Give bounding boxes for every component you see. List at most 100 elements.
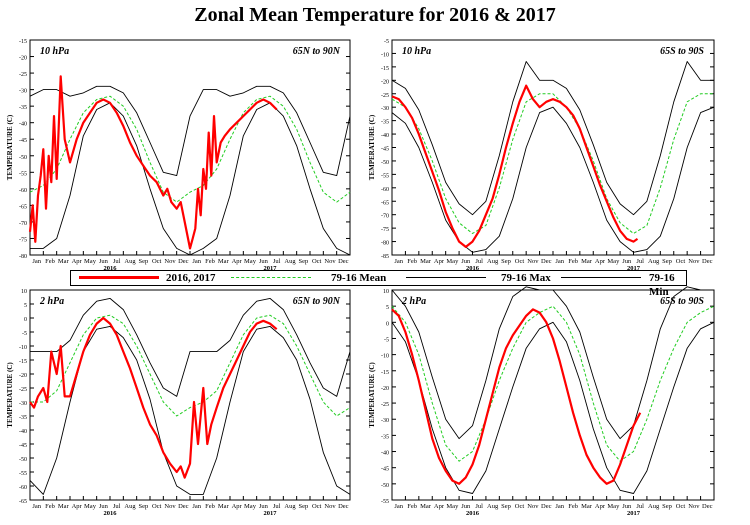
br-xtick-label: Jul [475, 503, 483, 510]
legend-swatch-mean [231, 277, 311, 278]
tr-region-label: 65S to 90S [660, 46, 704, 57]
tl-xtick-label: Aug [284, 258, 296, 265]
tr-xtick-label: Jun [461, 258, 471, 265]
tl-xtick-label: Sep [298, 258, 308, 265]
tr-xtick-label: Nov [527, 258, 539, 265]
bl-xtick-label: Jan [192, 503, 201, 510]
tl-ytick-label: -20 [19, 56, 27, 62]
tr-series-79-16-max [391, 61, 714, 216]
bl-ytick-label: 5 [24, 303, 27, 309]
br-ytick-label: 0 [386, 321, 389, 327]
tr-xtick-label: Feb [568, 258, 578, 265]
tl-year-label: 2016 [104, 265, 118, 272]
tr-ytick-label: -10 [381, 52, 389, 58]
bl-ytick-label: -65 [19, 499, 27, 505]
tr-xtick-label: Jul [475, 258, 483, 265]
br-ytick-label: -25 [381, 402, 389, 408]
tl-xtick-label: Nov [164, 258, 176, 265]
bl-xtick-label: May [84, 503, 97, 510]
br-ytick-label: -5 [384, 337, 389, 343]
tr-xtick-label: Apr [595, 258, 606, 265]
br-year-label: 2016 [466, 510, 480, 517]
tr-plot-frame [391, 39, 715, 256]
tr-series-79-16-mean [391, 93, 714, 234]
br-series-79-16-max [391, 286, 714, 440]
tr-ytick-label: -80 [381, 241, 389, 247]
bl-xtick-label: Sep [298, 503, 308, 510]
br-plot-frame [391, 289, 715, 501]
tl-year-label: 2017 [264, 265, 278, 272]
br-xtick-label: Oct [515, 503, 525, 510]
br-xtick-label: May [446, 503, 459, 510]
tr-ytick-label: -40 [381, 133, 389, 139]
bl-xtick-label: Aug [284, 503, 296, 510]
tr-ytick-label: -85 [381, 254, 389, 260]
tl-xtick-label: Jan [192, 258, 201, 265]
br-xtick-label: Jan [555, 503, 564, 510]
bl-xtick-label: Feb [45, 503, 55, 510]
chart-title: Zonal Mean Temperature for 2016 & 2017 [194, 4, 556, 26]
tl-xtick-label: Dec [178, 258, 189, 265]
tr-year-label: 2016 [466, 265, 480, 272]
tr-xtick-label: Dec [702, 258, 713, 265]
bl-ytick-label: -35 [19, 415, 27, 421]
tr-ytick-label: -15 [381, 66, 389, 72]
tl-ytick-label: -70 [19, 221, 27, 227]
br-xtick-label: Apr [595, 503, 606, 510]
legend-swatch-max [406, 277, 486, 278]
bl-ytick-label: -55 [19, 471, 27, 477]
tl-xtick-label: May [84, 258, 97, 265]
tl-xtick-label: Mar [218, 258, 230, 265]
br-xtick-label: Mar [581, 503, 593, 510]
tr-xtick-label: Oct [515, 258, 525, 265]
bl-year-label: 2017 [264, 510, 278, 517]
tl-xtick-label: Jun [259, 258, 269, 265]
bl-series-79-16-mean [30, 314, 351, 417]
legend-label-mean: 79-16 Mean [331, 272, 387, 284]
bl-xtick-label: Dec [178, 503, 189, 510]
tr-xtick-label: Jun [622, 258, 632, 265]
bl-xtick-label: Mar [58, 503, 70, 510]
bl-xtick-label: Nov [324, 503, 336, 510]
bl-ytick-label: -40 [19, 429, 27, 435]
tr-ytick-label: -50 [381, 160, 389, 166]
tr-xtick-label: Jul [636, 258, 644, 265]
tr-ytick-label: -30 [381, 106, 389, 112]
tl-series-2016-2017 [28, 75, 278, 250]
tr-ytick-label: -60 [381, 187, 389, 193]
bl-xtick-label: Oct [152, 503, 162, 510]
tr-xtick-label: Sep [501, 258, 511, 265]
bl-ytick-label: -30 [19, 401, 27, 407]
tl-ytick-label: -60 [19, 188, 27, 194]
bl-ytick-label: -15 [19, 359, 27, 365]
tl-region-label: 65N to 90N [293, 46, 341, 57]
tr-xtick-label: Aug [487, 258, 499, 265]
tl-plot-frame [29, 39, 351, 256]
br-level-label: 2 hPa [401, 296, 426, 307]
tl-xtick-label: Jul [113, 258, 121, 265]
bl-xtick-label: Dec [338, 503, 349, 510]
bl-ytick-label: -10 [19, 345, 27, 351]
tl-ytick-label: -45 [19, 138, 27, 144]
br-xtick-label: Sep [501, 503, 511, 510]
tl-xtick-label: Oct [312, 258, 322, 265]
tl-series-79-16-max [29, 85, 351, 177]
bl-xtick-label: Mar [218, 503, 230, 510]
tl-xtick-label: Feb [45, 258, 55, 265]
legend: 2016, 2017 79-16 Mean 79-16 Max 79-16 Mi… [70, 270, 687, 298]
tl-ytick-label: -80 [19, 254, 27, 260]
br-xtick-label: Jun [461, 503, 471, 510]
br-xtick-label: Jan [394, 503, 403, 510]
tl-xtick-label: Apr [232, 258, 243, 265]
br-xtick-label: Nov [527, 503, 539, 510]
tr-xtick-label: Sep [662, 258, 672, 265]
tr-ytick-label: -35 [381, 120, 389, 126]
br-xtick-label: Dec [702, 503, 713, 510]
tr-xtick-label: Feb [407, 258, 417, 265]
tr-series-79-16-min [391, 106, 715, 253]
tr-xtick-label: May [446, 258, 459, 265]
tl-ytick-label: -15 [19, 39, 27, 45]
br-xtick-label: Aug [648, 503, 660, 510]
tr-ytick-label: -5 [384, 39, 389, 45]
